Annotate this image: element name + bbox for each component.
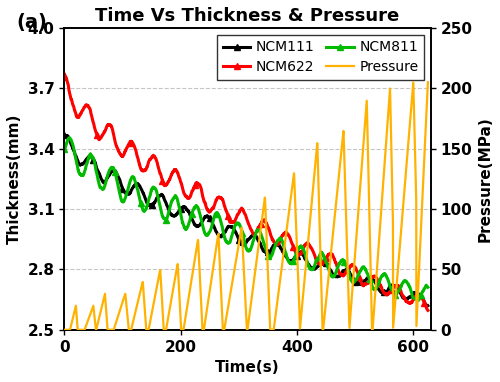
Pressure — [425, 80, 431, 84]
NCM111 — [414, 291, 420, 296]
NCM811 — [228, 235, 234, 239]
NCM622 — [348, 264, 354, 268]
NCM811 — [425, 285, 431, 290]
Y-axis label: Pressure(MPa): Pressure(MPa) — [478, 116, 493, 242]
NCM111 — [414, 291, 420, 296]
NCM111 — [425, 304, 431, 308]
Line: NCM811: NCM811 — [62, 135, 430, 303]
NCM622 — [61, 73, 67, 77]
Y-axis label: Thickness(mm): Thickness(mm) — [7, 114, 22, 244]
NCM111 — [424, 304, 430, 308]
NCM811 — [414, 297, 420, 302]
NCM811 — [414, 298, 420, 302]
Title: Time Vs Thickness & Pressure: Time Vs Thickness & Pressure — [96, 7, 400, 25]
Line: Pressure: Pressure — [64, 82, 428, 330]
Pressure — [61, 327, 67, 332]
NCM811 — [238, 227, 244, 231]
Line: NCM622: NCM622 — [62, 72, 430, 313]
X-axis label: Time(s): Time(s) — [215, 360, 280, 375]
NCM811 — [348, 277, 354, 282]
Pressure — [228, 285, 234, 290]
NCM622 — [425, 308, 431, 312]
Line: NCM111: NCM111 — [62, 133, 430, 309]
Pressure — [414, 308, 420, 313]
Legend: NCM111, NCM622, NCM811, Pressure: NCM111, NCM622, NCM811, Pressure — [217, 35, 424, 79]
NCM811 — [61, 146, 67, 151]
NCM111 — [238, 242, 244, 246]
NCM111 — [348, 272, 354, 277]
Pressure — [80, 327, 86, 332]
NCM111 — [80, 162, 86, 166]
Pressure — [238, 228, 244, 233]
NCM811 — [80, 173, 86, 178]
Text: (a): (a) — [16, 13, 48, 32]
NCM111 — [61, 133, 67, 138]
NCM622 — [414, 293, 420, 298]
Pressure — [348, 311, 354, 316]
NCM811 — [416, 298, 422, 303]
NCM622 — [414, 293, 420, 298]
NCM622 — [238, 207, 244, 211]
NCM111 — [228, 225, 234, 229]
Pressure — [414, 304, 420, 309]
NCM622 — [80, 108, 86, 113]
NCM622 — [228, 220, 234, 224]
NCM811 — [66, 136, 72, 140]
